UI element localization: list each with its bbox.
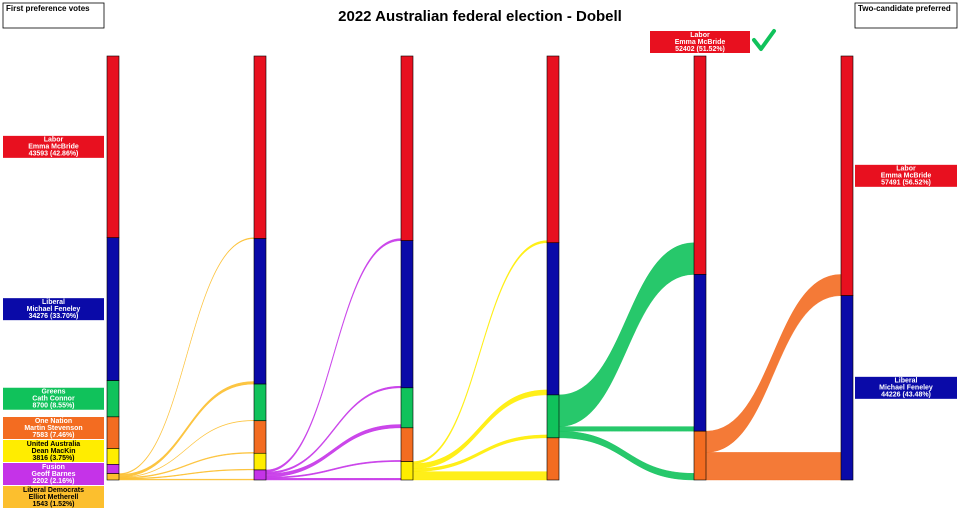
vote-label: 57491 (56.52%) <box>881 180 931 187</box>
node <box>400 240 414 389</box>
candidate-name: Elliot Metherell <box>29 494 79 501</box>
label-box <box>3 298 104 321</box>
label-box <box>855 376 957 399</box>
label-box <box>3 463 104 485</box>
party-name: Liberal <box>42 299 65 306</box>
candidate-name: Emma McBride <box>881 173 932 180</box>
flow <box>558 426 695 432</box>
node <box>400 55 414 241</box>
left-caption: First preference votes <box>6 4 90 13</box>
party-name: Liberal <box>895 378 918 385</box>
flow <box>412 471 548 481</box>
vote-label: 44226 (43.48%) <box>881 392 931 399</box>
flows <box>118 237 842 481</box>
node <box>106 464 120 474</box>
party-name: Liberal Democrats <box>23 487 84 494</box>
vote-label: 2202 (2.16%) <box>32 478 74 485</box>
node <box>106 473 120 481</box>
node <box>400 461 414 481</box>
node <box>546 437 560 481</box>
winner-check <box>752 29 776 51</box>
node <box>253 469 267 481</box>
right-caption: Two-candidate preferred <box>858 4 951 13</box>
node <box>106 416 120 449</box>
node <box>546 242 560 396</box>
node <box>106 380 120 418</box>
vote-label: 52402 (51.52%) <box>675 46 725 53</box>
party-name: Fusion <box>42 464 65 471</box>
candidate-name: Emma McBride <box>675 39 726 46</box>
vote-label: 7583 (7.46%) <box>32 432 74 439</box>
candidate-name: Cath Connor <box>32 396 75 403</box>
candidate-name: Michael Feneley <box>27 306 81 313</box>
party-name: Labor <box>896 166 916 173</box>
caption-box <box>854 2 958 29</box>
node <box>253 238 267 385</box>
vote-label: 1543 (1.52%) <box>32 501 74 508</box>
node <box>546 394 560 439</box>
node <box>693 55 707 275</box>
party-name: Labor <box>690 32 710 39</box>
vote-label: 34276 (33.70%) <box>29 313 79 320</box>
label-box <box>3 387 104 410</box>
nodes <box>106 55 854 481</box>
vote-label: 8700 (8.55%) <box>32 403 74 410</box>
node <box>400 427 414 462</box>
node <box>693 430 707 481</box>
party-name: United Australia <box>27 441 81 448</box>
label-box <box>3 486 104 508</box>
chart-title: 2022 Australian federal election - Dobel… <box>338 8 622 25</box>
candidate-name: Dean MacKin <box>32 448 76 455</box>
node <box>400 387 414 429</box>
party-name: One Nation <box>35 418 72 425</box>
node <box>253 55 267 239</box>
label-box <box>855 164 957 187</box>
label-box <box>650 31 750 53</box>
node <box>546 55 560 244</box>
label-box <box>3 417 104 439</box>
flow <box>118 478 255 481</box>
node <box>106 237 120 381</box>
label-box <box>3 440 104 462</box>
node <box>253 452 267 471</box>
candidate-name: Geoff Barnes <box>32 471 76 478</box>
node <box>106 55 120 239</box>
vote-label: 3816 (3.75%) <box>32 455 74 462</box>
node <box>693 274 707 432</box>
party-name: Greens <box>41 389 65 396</box>
node <box>253 420 267 454</box>
party-name: Labor <box>44 137 64 144</box>
candidate-name: Martin Stevenson <box>24 425 82 432</box>
flow <box>705 452 842 481</box>
node <box>253 383 267 422</box>
vote-label: 43593 (42.86%) <box>29 151 79 158</box>
node <box>840 55 854 296</box>
label-box <box>3 135 104 158</box>
candidate-name: Michael Feneley <box>879 385 933 392</box>
node <box>106 448 120 465</box>
node <box>840 295 854 481</box>
flow <box>265 478 402 481</box>
caption-box <box>2 2 105 29</box>
candidate-name: Emma McBride <box>28 144 79 151</box>
